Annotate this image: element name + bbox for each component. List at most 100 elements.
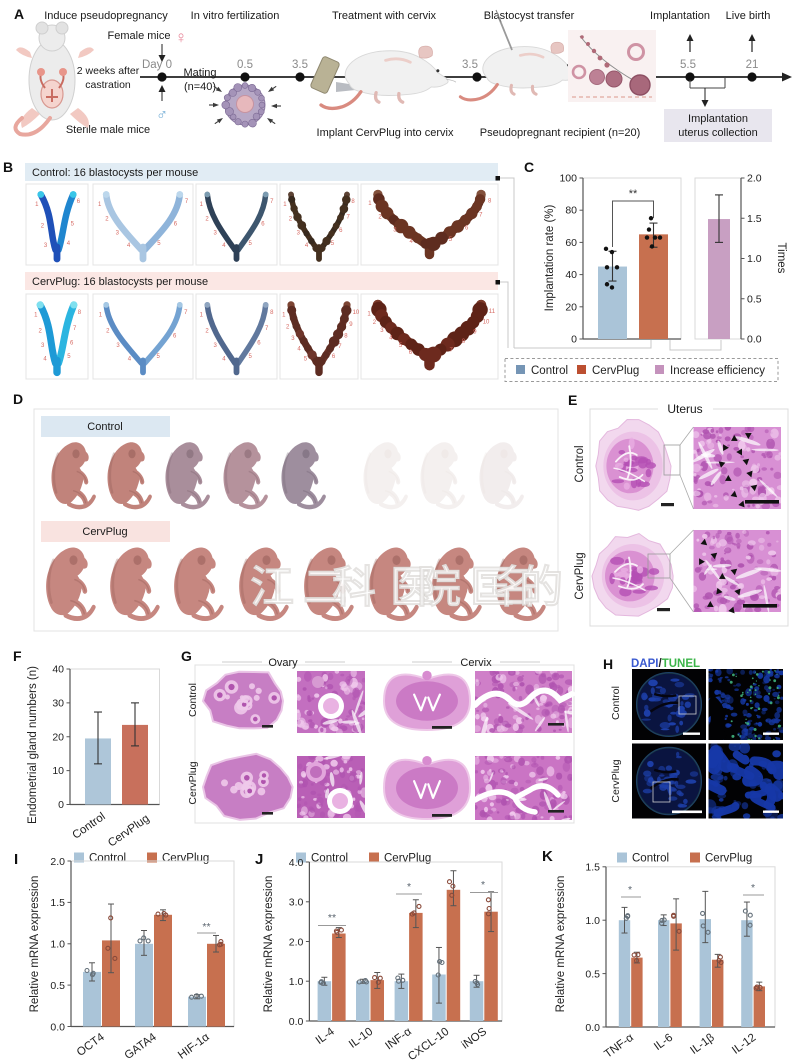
svg-text:7: 7: [184, 310, 188, 316]
svg-text:4: 4: [67, 241, 71, 247]
svg-text:4: 4: [128, 356, 132, 362]
svg-text:Control: Control: [574, 445, 586, 482]
svg-text:GATA4: GATA4: [123, 1031, 160, 1062]
svg-text:4: 4: [43, 356, 47, 362]
svg-text:iNOS: iNOS: [460, 1026, 490, 1052]
svg-text:10: 10: [52, 765, 64, 777]
svg-text:Cervix: Cervix: [460, 657, 492, 669]
svg-text:uterus collection: uterus collection: [678, 127, 758, 139]
svg-text:7: 7: [73, 326, 77, 332]
svg-text:*: *: [407, 881, 411, 893]
svg-text:9: 9: [349, 322, 353, 328]
svg-text:*: *: [481, 879, 485, 891]
svg-text:5: 5: [331, 241, 335, 247]
svg-text:0.0: 0.0: [585, 1022, 600, 1034]
svg-text:2: 2: [373, 320, 377, 326]
svg-text:3: 3: [116, 231, 120, 237]
svg-text:3: 3: [380, 328, 384, 334]
svg-text:5: 5: [157, 354, 161, 360]
svg-text:4: 4: [389, 336, 393, 342]
svg-text:Control: Control: [311, 853, 348, 865]
svg-text:名: 名: [494, 563, 538, 612]
svg-text:IL-4: IL-4: [314, 1025, 338, 1047]
svg-text:Blastocyst transfer: Blastocyst transfer: [484, 10, 575, 22]
svg-text:0.5: 0.5: [585, 968, 600, 980]
svg-text:I: I: [14, 851, 18, 868]
svg-text:5: 5: [249, 354, 253, 360]
svg-text:In vitro fertilization: In vitro fertilization: [191, 10, 280, 22]
svg-text:20: 20: [52, 731, 64, 743]
svg-text:1: 1: [283, 202, 287, 208]
svg-text:C: C: [524, 159, 534, 175]
svg-text:Induce pseudopregnancy: Induce pseudopregnancy: [44, 10, 168, 22]
svg-text:4: 4: [297, 346, 301, 352]
svg-text:8: 8: [344, 333, 348, 339]
svg-text:3.0: 3.0: [289, 897, 304, 909]
svg-text:7: 7: [347, 214, 351, 220]
svg-text:5: 5: [399, 343, 403, 349]
svg-text:7: 7: [450, 348, 454, 354]
svg-text:E: E: [568, 392, 577, 408]
svg-text:Control: Control: [70, 811, 107, 842]
svg-text:4: 4: [127, 243, 131, 249]
svg-text:♂: ♂: [156, 107, 168, 124]
svg-text:3: 3: [297, 231, 301, 237]
svg-text:3: 3: [116, 343, 120, 349]
svg-text:0.0: 0.0: [50, 1021, 65, 1033]
svg-text:0: 0: [571, 334, 577, 346]
svg-text:1: 1: [200, 202, 204, 208]
svg-text:4: 4: [222, 356, 226, 362]
svg-text:1: 1: [99, 313, 103, 319]
svg-text:3: 3: [214, 343, 218, 349]
svg-text:5: 5: [157, 241, 161, 247]
svg-text:5: 5: [249, 241, 253, 247]
svg-text:4.0: 4.0: [289, 857, 304, 869]
svg-text:Mating: Mating: [183, 67, 216, 79]
svg-text:科: 科: [332, 563, 376, 612]
svg-text:6: 6: [257, 340, 261, 346]
svg-text:60: 60: [565, 237, 577, 249]
svg-text:8: 8: [462, 339, 466, 345]
svg-text:3: 3: [41, 343, 45, 349]
svg-text:6: 6: [261, 221, 265, 227]
svg-text:CervPlug: CervPlug: [384, 853, 431, 865]
svg-text:CervPlug: CervPlug: [82, 526, 127, 538]
svg-text:0.0: 0.0: [747, 334, 762, 346]
svg-text:Control: 16 blastocysts per mo: Control: 16 blastocysts per mouse: [32, 167, 198, 179]
svg-text:20: 20: [565, 301, 577, 313]
svg-text:3: 3: [44, 243, 48, 249]
svg-text:40: 40: [52, 664, 64, 676]
svg-text:2: 2: [39, 328, 43, 334]
svg-text:Implantation: Implantation: [688, 113, 748, 125]
svg-text:5: 5: [67, 354, 71, 360]
svg-text:Control: Control: [610, 686, 622, 720]
svg-text:1: 1: [34, 313, 38, 319]
svg-text:Times: Times: [775, 243, 787, 274]
svg-text:4: 4: [222, 243, 226, 249]
svg-text:2: 2: [286, 325, 290, 331]
svg-text:3: 3: [214, 231, 218, 237]
svg-text:0.0: 0.0: [289, 1016, 304, 1028]
svg-text:1: 1: [35, 202, 39, 208]
svg-text:40: 40: [565, 269, 577, 281]
svg-text:castration: castration: [85, 79, 131, 91]
svg-text:Day 0: Day 0: [142, 59, 172, 71]
svg-text:Implantation rate (%): Implantation rate (%): [544, 204, 556, 311]
svg-text:**: **: [202, 921, 210, 933]
svg-text:1.0: 1.0: [747, 253, 762, 265]
svg-text:IL-12: IL-12: [730, 1032, 758, 1057]
svg-text:Control: Control: [632, 853, 669, 865]
svg-text:6: 6: [465, 225, 469, 231]
svg-text:CXCL-10: CXCL-10: [406, 1026, 451, 1063]
svg-text:7: 7: [338, 344, 342, 350]
svg-text:Control: Control: [187, 683, 199, 717]
svg-text:Endometrial gland numbers (n): Endometrial gland numbers (n): [27, 666, 39, 824]
svg-text:2.0: 2.0: [747, 173, 762, 185]
svg-text:CervPlug: CervPlug: [705, 853, 752, 865]
svg-text:1: 1: [200, 313, 204, 319]
svg-text:(n=40): (n=40): [184, 81, 216, 93]
svg-text:IL-1β: IL-1β: [688, 1031, 717, 1056]
svg-text:HIF-1α: HIF-1α: [176, 1031, 212, 1062]
svg-text:7: 7: [265, 326, 269, 332]
svg-text:1: 1: [368, 201, 372, 207]
